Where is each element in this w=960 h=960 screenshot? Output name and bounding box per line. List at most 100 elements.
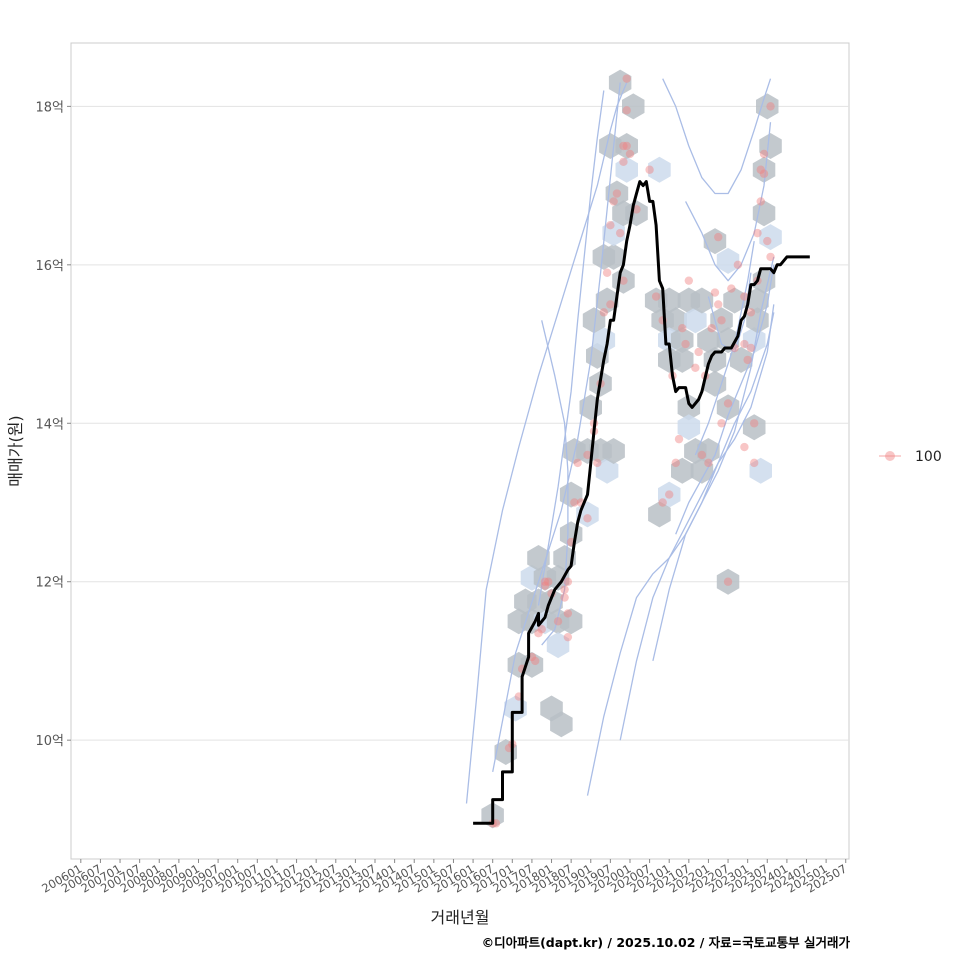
- trade-point: [553, 617, 563, 626]
- trade-point: [619, 276, 628, 285]
- trade-point: [707, 324, 716, 333]
- trade-point: [563, 632, 573, 642]
- hexbin-cell: [615, 133, 638, 159]
- hexbin-cell: [723, 287, 746, 314]
- hexbin-cell: [752, 156, 776, 183]
- trade-point: [727, 284, 736, 293]
- hexbin-cell: [716, 247, 740, 274]
- trade-point: [560, 593, 569, 602]
- hexbin-cell: [559, 481, 583, 508]
- hexbin-cell: [671, 457, 694, 484]
- y-axis-title: 매매가(원): [6, 415, 25, 486]
- hexbin-cell: [605, 180, 629, 207]
- hexbin-cell: [746, 287, 769, 314]
- trade-point: [625, 149, 635, 159]
- hexbin-cell: [690, 457, 714, 484]
- x-axis-title: 거래년월: [431, 908, 490, 927]
- trade-point: [714, 300, 723, 309]
- trade-point: [593, 458, 602, 468]
- trade-point: [530, 656, 540, 666]
- hexbin-cell: [710, 307, 733, 334]
- hexbin-cell: [677, 394, 701, 421]
- trade-point: [746, 343, 756, 353]
- trade-point: [612, 189, 622, 198]
- hexbin-cell: [690, 287, 714, 314]
- trade-point: [710, 288, 720, 297]
- hexbin-cell: [595, 457, 619, 484]
- trade-point: [622, 106, 631, 115]
- source-caption: ©디아파트(dapt.kr) / 2025.10.02 / 자료=국토교통부 실…: [482, 935, 851, 950]
- hexbin-cell: [546, 564, 570, 591]
- trade-point: [750, 458, 759, 468]
- hexbin-cell: [729, 346, 753, 373]
- hexbin-cell: [648, 156, 671, 183]
- hexbin-cell: [520, 651, 544, 678]
- trade-point: [583, 514, 592, 523]
- trade-point: [540, 577, 550, 586]
- density-contour: [465, 82, 628, 804]
- moving-average-line: [473, 180, 810, 825]
- moving-average-layer: [473, 180, 810, 825]
- legend: 100: [879, 449, 942, 465]
- legend-key-point: [885, 451, 895, 461]
- trade-point: [740, 339, 749, 349]
- hexbin-cell: [602, 438, 625, 464]
- trade-point: [544, 577, 553, 586]
- y-tick-label: 18억: [35, 100, 64, 115]
- hexbin-cell: [658, 481, 681, 508]
- trade-point: [704, 458, 713, 468]
- density-contour: [694, 240, 755, 456]
- legend-label: 100: [915, 449, 942, 465]
- hexbin-cell: [703, 228, 727, 255]
- trade-point: [740, 292, 749, 301]
- trade-point: [694, 347, 703, 357]
- trade-point: [540, 581, 550, 590]
- hexbin-cell: [582, 307, 606, 334]
- hexbin-cell: [742, 414, 766, 441]
- x-tick-label: 202507: [804, 861, 849, 895]
- trade-point: [671, 458, 680, 468]
- trade-point: [723, 577, 733, 586]
- hexbin-layer: [481, 69, 782, 829]
- trade-point: [756, 165, 765, 174]
- trade-point: [674, 434, 684, 444]
- trade-point: [740, 442, 749, 452]
- hexbin-cell: [622, 93, 645, 120]
- hexbin-cell: [595, 287, 619, 314]
- trade-point: [619, 141, 628, 151]
- trade-point: [759, 169, 769, 178]
- hexbin-cell: [749, 457, 772, 484]
- trade-point: [570, 498, 579, 507]
- trade-point: [746, 308, 756, 317]
- trade-point: [606, 300, 615, 309]
- hexbin-cell: [602, 220, 625, 247]
- trade-point: [717, 419, 726, 428]
- hexbin-cell: [759, 133, 782, 159]
- hexbin-cell: [756, 93, 779, 120]
- hexbin-cell: [697, 327, 720, 354]
- y-tick-label: 10억: [35, 734, 64, 749]
- hexbin-cell: [648, 501, 671, 528]
- y-tick-label: 16억: [35, 259, 64, 274]
- density-contour: [537, 90, 605, 606]
- trade-point: [534, 629, 543, 638]
- hexbin-cell: [746, 307, 769, 334]
- trade-point: [681, 339, 690, 349]
- trade-point: [583, 450, 592, 460]
- trade-point: [753, 228, 762, 238]
- trade-point: [619, 157, 628, 167]
- hexbin-cell: [671, 327, 694, 354]
- density-contour: [619, 304, 775, 741]
- trade-point: [563, 609, 573, 618]
- hexbin-cell: [615, 156, 638, 183]
- trade-point: [733, 260, 743, 270]
- hexbin-cell: [546, 632, 570, 659]
- trade-point: [678, 324, 687, 333]
- trade-point: [622, 74, 631, 83]
- hexbin-cell: [716, 568, 740, 595]
- trade-point: [684, 276, 694, 285]
- hexbin-cell: [752, 200, 776, 227]
- hexbin-cell: [602, 243, 625, 270]
- trade-point: [759, 149, 769, 159]
- density-contour: [675, 264, 775, 535]
